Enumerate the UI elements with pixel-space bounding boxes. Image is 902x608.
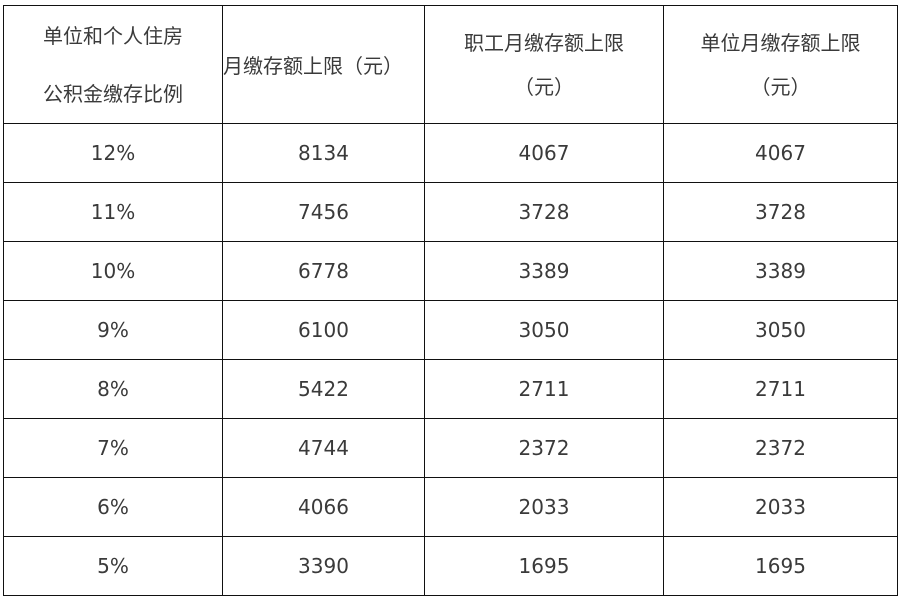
- employer-limit-cell: 2372: [663, 418, 898, 478]
- employee-limit-cell: 2372: [424, 418, 664, 478]
- employee-limit-cell: 2033: [424, 477, 664, 537]
- ratio-cell: 6%: [3, 477, 223, 537]
- employer-limit-cell: 3389: [663, 241, 898, 301]
- header-employee-limit-line1: 职工月缴存额上限: [464, 30, 624, 55]
- ratio-cell: 5%: [3, 536, 223, 596]
- monthly-limit-cell: 6778: [222, 241, 425, 301]
- table-row: 9% 6100 3050 3050: [3, 300, 898, 360]
- table-row: 10% 6778 3389 3389: [3, 241, 898, 301]
- monthly-limit-cell: 8134: [222, 123, 425, 183]
- table-row: 8% 5422 2711 2711: [3, 359, 898, 419]
- employer-limit-cell: 2711: [663, 359, 898, 419]
- header-employee-limit: 职工月缴存额上限 （元）: [424, 5, 664, 124]
- header-employee-limit-line2: （元）: [514, 74, 574, 99]
- employer-limit-cell: 4067: [663, 123, 898, 183]
- monthly-limit-cell: 7456: [222, 182, 425, 242]
- table-row: 5% 3390 1695 1695: [3, 536, 898, 596]
- header-ratio-line2: 公积金缴存比例: [43, 81, 183, 106]
- table-row: 7% 4744 2372 2372: [3, 418, 898, 478]
- header-monthly-limit: 月缴存额上限（元）: [222, 5, 425, 124]
- header-employer-limit: 单位月缴存额上限 （元）: [663, 5, 898, 124]
- ratio-cell: 11%: [3, 182, 223, 242]
- monthly-limit-cell: 5422: [222, 359, 425, 419]
- table-row: 11% 7456 3728 3728: [3, 182, 898, 242]
- table-row: 12% 8134 4067 4067: [3, 123, 898, 183]
- ratio-cell: 8%: [3, 359, 223, 419]
- ratio-cell: 10%: [3, 241, 223, 301]
- employer-limit-cell: 3050: [663, 300, 898, 360]
- header-employer-limit-line2: （元）: [750, 74, 811, 99]
- employee-limit-cell: 1695: [424, 536, 664, 596]
- employee-limit-cell: 3050: [424, 300, 664, 360]
- header-row: 单位和个人住房 公积金缴存比例 月缴存额上限（元） 职工月缴存额上限 （元） 单…: [3, 5, 898, 124]
- monthly-limit-cell: 4744: [222, 418, 425, 478]
- ratio-cell: 9%: [3, 300, 223, 360]
- employer-limit-cell: 2033: [663, 477, 898, 537]
- employer-limit-cell: 1695: [663, 536, 898, 596]
- table-row: 6% 4066 2033 2033: [3, 477, 898, 537]
- header-ratio-line1: 单位和个人住房: [43, 23, 183, 48]
- employee-limit-cell: 2711: [424, 359, 664, 419]
- employee-limit-cell: 4067: [424, 123, 664, 183]
- monthly-limit-cell: 3390: [222, 536, 425, 596]
- header-employer-limit-line1: 单位月缴存额上限: [700, 30, 861, 55]
- employee-limit-cell: 3389: [424, 241, 664, 301]
- ratio-cell: 12%: [3, 123, 223, 183]
- employee-limit-cell: 3728: [424, 182, 664, 242]
- monthly-limit-cell: 4066: [222, 477, 425, 537]
- employer-limit-cell: 3728: [663, 182, 898, 242]
- header-ratio: 单位和个人住房 公积金缴存比例: [3, 5, 223, 124]
- contribution-limit-table: 单位和个人住房 公积金缴存比例 月缴存额上限（元） 职工月缴存额上限 （元） 单…: [3, 5, 898, 596]
- ratio-cell: 7%: [3, 418, 223, 478]
- monthly-limit-cell: 6100: [222, 300, 425, 360]
- header-monthly-limit-text: 月缴存额上限（元）: [223, 54, 403, 78]
